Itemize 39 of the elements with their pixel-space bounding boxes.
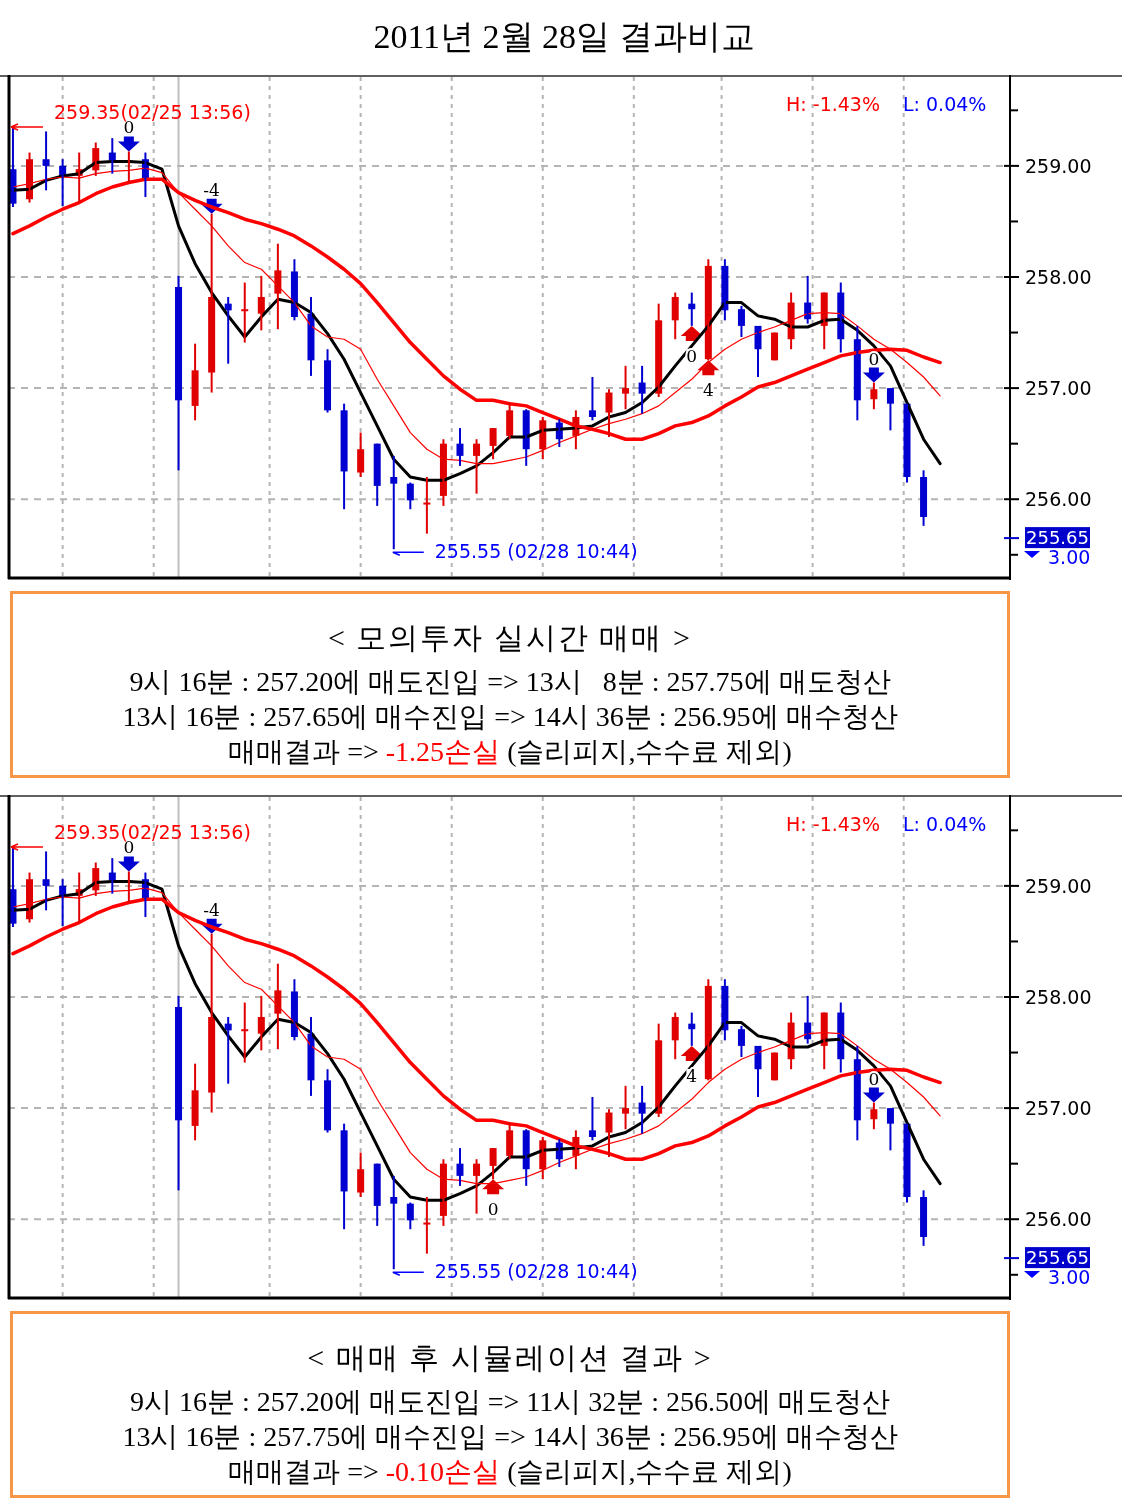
y-tick-label: 256.00	[1025, 488, 1092, 511]
annotation: H: -1.43%	[786, 813, 880, 835]
annotation: 0	[487, 1199, 499, 1220]
y-tick-label: 256.00	[1025, 1208, 1092, 1231]
y-tick-label: 259.00	[1025, 154, 1092, 177]
text: (슬리피지,수수료 제외)	[506, 736, 792, 767]
y-tick-label: 257.00	[1025, 1097, 1092, 1120]
text: 매매결과 =>	[228, 736, 380, 767]
annotation: 4	[686, 1065, 698, 1086]
text: -1.25손실	[385, 736, 501, 767]
annotation: 255.55 (02/28 10:44)	[434, 1260, 638, 1283]
chart-title: 2011년 2월 28일 결과비교	[372, 17, 756, 57]
text: < 매매 후 시뮬레이션 결과 >	[306, 1340, 714, 1376]
text: 9시 16분 : 257.20에 매도진입 => 11시 32분 : 256.50에 매도청산	[129, 1386, 891, 1417]
text: 3.00	[1048, 546, 1091, 569]
annotation: 0	[686, 345, 698, 366]
annotation: 0	[868, 1068, 880, 1089]
y-tick-label: 257.00	[1025, 377, 1092, 400]
annotation: L: 0.04%	[903, 93, 987, 115]
text: 13시 16분 : 257.65에 매수진입 => 14시 36분 : 256.95에 매수청산	[122, 701, 898, 732]
text: 9시 16분 : 257.20에 매도진입 => 13시 8분 : 257.75에 매도청산	[129, 666, 891, 697]
text: < 모의투자 실시간 매매 >	[327, 620, 693, 656]
annotation: -4	[203, 899, 220, 920]
text: 매매결과 =>	[228, 1456, 380, 1487]
annotation: 4	[702, 380, 714, 401]
annotation: L: 0.04%	[903, 813, 987, 835]
text: (슬리피지,수수료 제외)	[506, 1456, 792, 1487]
text: -0.10손실	[385, 1456, 501, 1487]
ref-line-label: 255.65	[1026, 1247, 1089, 1269]
y-tick-label: 258.00	[1025, 986, 1092, 1008]
annotation: H: -1.43%	[786, 93, 880, 115]
y-tick-label: 258.00	[1025, 266, 1092, 288]
text: 13시 16분 : 257.75에 매수진입 => 14시 36분 : 256.95에 매수청산	[122, 1421, 898, 1452]
annotation: 0	[868, 348, 880, 369]
text: 3.00	[1048, 1266, 1091, 1289]
annotation: -4	[203, 179, 220, 200]
ref-line-label: 255.65	[1026, 527, 1089, 549]
y-tick-label: 259.00	[1025, 874, 1092, 897]
annotation: 255.55 (02/28 10:44)	[434, 540, 638, 563]
